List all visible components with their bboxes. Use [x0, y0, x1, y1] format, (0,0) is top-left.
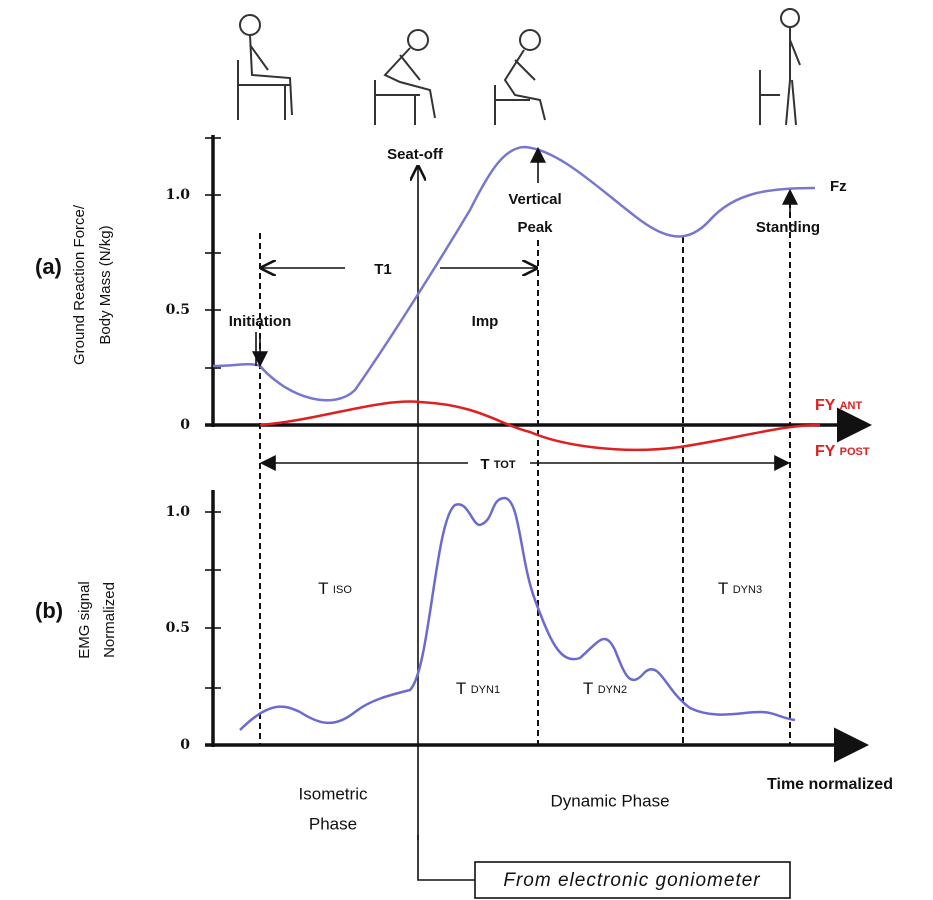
annotation: FY [815, 443, 836, 460]
person-leaning [375, 30, 435, 125]
annotation: T [583, 679, 593, 698]
annotation: T [480, 456, 489, 473]
y-label: EMG signal [76, 581, 93, 659]
annotation: ANT [840, 400, 863, 412]
annotation: Fz [830, 178, 847, 195]
goniometer-label: From electronic goniometer [503, 870, 760, 891]
goniometer-connector [418, 835, 475, 880]
annotation: Initiation [229, 313, 292, 330]
shape [781, 9, 799, 27]
tick-label: 0 [180, 417, 190, 433]
annotation: Peak [517, 219, 553, 236]
y-label: Body Mass (N/kg) [97, 225, 114, 344]
tick-label: 0.5 [166, 302, 190, 318]
annotation: FY POST [815, 443, 870, 460]
shape [238, 35, 292, 120]
annotation: ISO [333, 584, 352, 596]
annotation: T DYN3 [718, 579, 762, 598]
panel-label: (b) [35, 598, 63, 623]
annotation: T DYN1 [456, 679, 500, 698]
annotation: T ISO [318, 579, 352, 598]
tick-label: 1.0 [166, 187, 191, 203]
annotation: DYN1 [471, 684, 500, 696]
annotation: T TOT [480, 456, 515, 473]
person-rising [495, 30, 545, 125]
annotation: FY [815, 397, 836, 414]
figure: 1.0 0.5 0 (a) Ground Reaction Force/ Bod… [0, 0, 933, 900]
annotation: DYN3 [733, 584, 762, 596]
annotation: FY ANT [815, 397, 862, 414]
shape [240, 15, 260, 35]
tick-label: 0 [180, 737, 190, 753]
annotation: T [318, 579, 328, 598]
annotation: Seat-off [387, 146, 444, 163]
annotation: Vertical [508, 191, 561, 208]
annotation: T [456, 679, 466, 698]
phase-label: Phase [309, 814, 357, 833]
shape [495, 50, 545, 125]
annotation: T DYN2 [583, 679, 627, 698]
panel-label: (a) [35, 254, 62, 279]
annotation: TOT [494, 459, 516, 471]
tick-label: 1.0 [166, 504, 191, 520]
annotation: DYN2 [598, 684, 627, 696]
fz-curve [213, 147, 815, 400]
person-figures [238, 9, 800, 125]
x-label: Time normalized [767, 776, 893, 793]
person-standing [760, 9, 800, 125]
shape [520, 30, 540, 50]
shape [375, 48, 435, 125]
tick-label: 0.5 [166, 620, 190, 636]
phase-label: Dynamic Phase [550, 791, 669, 810]
y-label: Normalized [101, 582, 118, 658]
annotation: T [718, 579, 728, 598]
annotation: POST [840, 446, 870, 458]
shape [760, 27, 800, 125]
person-sitting [238, 15, 292, 120]
y-label: Ground Reaction Force/ [71, 204, 88, 365]
emg-curve [240, 498, 795, 730]
annotation: Standing [756, 219, 820, 236]
shape [408, 30, 428, 50]
annotation: Imp [472, 313, 499, 330]
phase-label: Isometric [299, 784, 368, 803]
annotation: T1 [374, 261, 392, 278]
